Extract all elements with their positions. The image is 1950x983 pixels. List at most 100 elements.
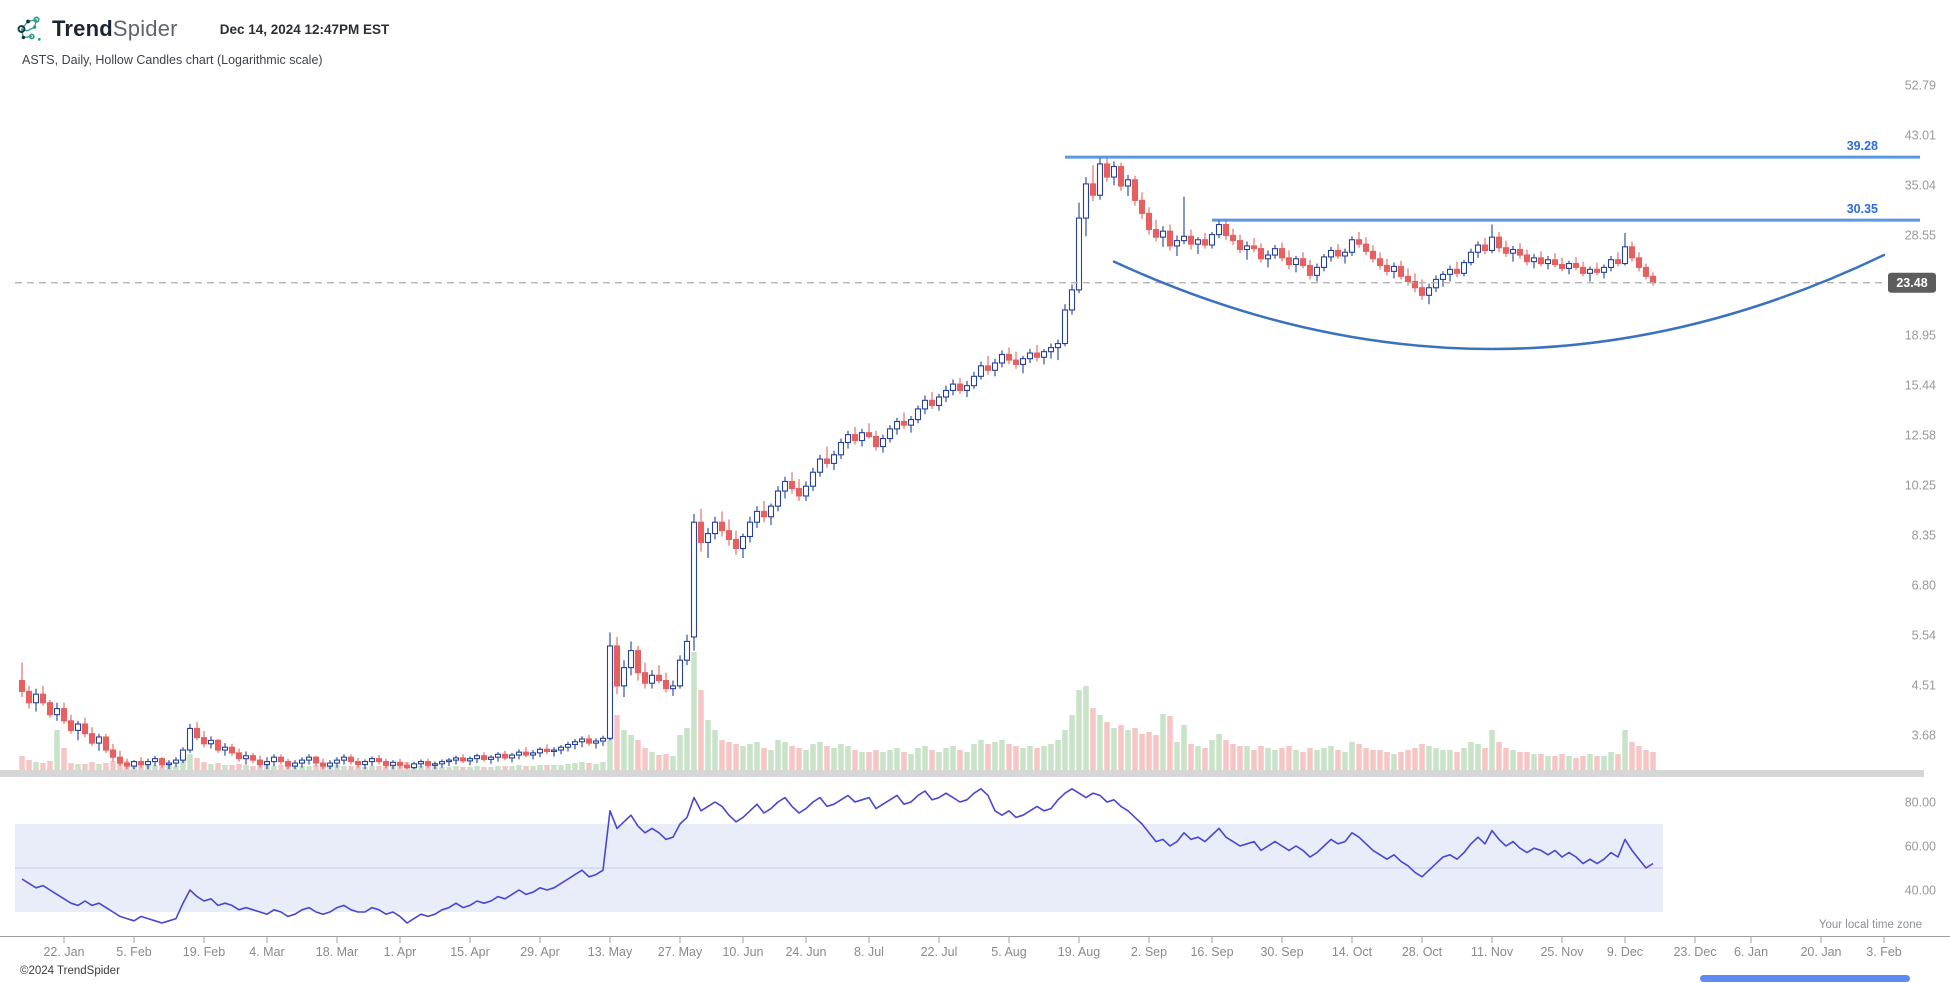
arc-annotation[interactable] (1112, 253, 1886, 351)
candles (18, 157, 1657, 770)
candle (228, 746, 236, 754)
volume-bar (1146, 732, 1152, 770)
candle (368, 758, 376, 763)
volume-bar (1139, 734, 1145, 770)
candle (1453, 268, 1461, 274)
candle (1194, 239, 1202, 245)
candle (466, 758, 474, 762)
volume-bar (1293, 750, 1299, 770)
volume-bar (915, 748, 921, 770)
candle (1558, 263, 1566, 269)
candle (291, 762, 299, 767)
candle (991, 362, 999, 371)
candle (760, 510, 768, 518)
volume-bar (75, 764, 81, 770)
candle (32, 693, 40, 704)
candle (1229, 234, 1237, 242)
volume-bar (1503, 748, 1509, 770)
volume-bar (1335, 750, 1341, 770)
candle (1110, 165, 1118, 178)
volume-bar (1048, 744, 1054, 770)
volume-bar (208, 764, 214, 770)
chart-timestamp: Dec 14, 2024 12:47PM EST (219, 21, 390, 37)
candle (1285, 257, 1293, 266)
candle (1208, 234, 1216, 246)
current-price-label: 23.48 (1896, 276, 1927, 290)
candle (774, 490, 782, 507)
volume-bar (712, 730, 718, 770)
candle (809, 471, 817, 487)
date-axis-label: 27. May (658, 945, 703, 959)
volume-bar (1370, 750, 1376, 770)
date-axis-label: 9. Dec (1607, 945, 1643, 959)
rsi-band (15, 824, 1663, 912)
date-axis-label: 4. Mar (249, 945, 284, 959)
candle (823, 458, 831, 464)
volume-bar (187, 754, 193, 770)
scrollbar[interactable] (1700, 975, 1910, 982)
volume-bar (698, 690, 704, 770)
candle (529, 752, 537, 756)
candle (1068, 289, 1076, 311)
resistance-line-30.35[interactable]: 30.35 (1212, 202, 1920, 222)
candle (872, 436, 880, 448)
volume-bar (313, 765, 319, 770)
date-axis-label: 8. Jul (854, 945, 884, 959)
price-axis-label: 28.55 (1905, 229, 1936, 243)
candle (767, 505, 775, 518)
candle (1425, 287, 1433, 296)
volume-bar (376, 766, 382, 770)
volume-bar (943, 748, 949, 770)
candle (1439, 273, 1447, 280)
candle (627, 650, 635, 669)
volume-bar (1244, 746, 1250, 770)
candle (1607, 259, 1615, 268)
candle (865, 432, 873, 438)
candle (1320, 256, 1328, 268)
volume-bar (369, 766, 375, 770)
volume-bar (1300, 752, 1306, 770)
candle (1467, 251, 1475, 264)
volume-bar (1608, 752, 1614, 770)
candle (1257, 248, 1265, 260)
candle (179, 749, 187, 761)
candle (1488, 236, 1496, 251)
candle (1201, 239, 1209, 246)
candle (879, 437, 887, 448)
resistance-price-label: 30.35 (1847, 202, 1878, 216)
candle (95, 736, 103, 744)
resistance-line-39.28[interactable]: 39.28 (1065, 139, 1920, 159)
current-price-line[interactable]: 23.48 (15, 272, 1936, 293)
candle (501, 753, 509, 759)
candle (956, 383, 964, 392)
volume-bar (425, 766, 431, 770)
candle (480, 755, 488, 760)
candle (1187, 235, 1195, 245)
date-axis-label: 16. Sep (1190, 945, 1233, 959)
candle (662, 679, 670, 690)
candle (200, 737, 208, 745)
timezone-note: Your local time zone (1818, 919, 1922, 931)
volume-bar (1426, 746, 1432, 770)
volume-bar (474, 766, 480, 770)
chart-subtitle: ASTS, Daily, Hollow Candles chart (Logar… (22, 53, 323, 67)
candle (333, 759, 341, 764)
candle (606, 645, 614, 739)
volume-bar (1580, 756, 1586, 770)
candle (753, 510, 761, 523)
candle (1530, 257, 1538, 263)
copyright: ©2024 TrendSpider (20, 965, 120, 977)
current-price-badge[interactable] (1888, 272, 1936, 293)
candle (298, 759, 306, 764)
candle (1292, 258, 1300, 266)
candle (1299, 258, 1307, 267)
scrollbar-thumb[interactable] (1700, 975, 1910, 982)
candle (1327, 249, 1335, 258)
volume-bar (684, 728, 690, 770)
candle (431, 763, 439, 766)
volume-bar (1601, 756, 1607, 770)
volume-bar (894, 748, 900, 770)
volume-bar (544, 765, 550, 770)
volume-bar (1440, 750, 1446, 770)
